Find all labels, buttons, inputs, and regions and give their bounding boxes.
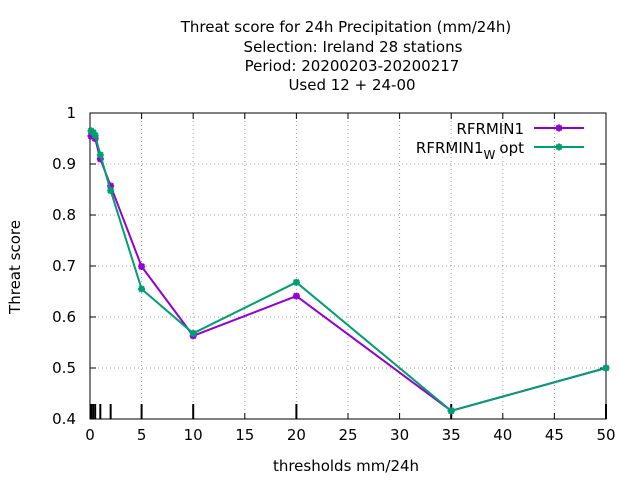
legend-label-2-suffix: opt	[499, 139, 524, 157]
data-point	[138, 285, 146, 293]
x-tick-label: 50	[596, 426, 615, 444]
x-tick-label: 30	[390, 426, 409, 444]
series-line-2	[90, 130, 607, 412]
y-tick-label: 0.9	[52, 155, 76, 173]
y-tick-label: 0.5	[52, 359, 76, 377]
y-tick-label: 1	[66, 104, 76, 122]
x-tick-label: 20	[287, 426, 306, 444]
x-tick-label: 5	[137, 426, 147, 444]
threshold-marks	[90, 404, 607, 419]
x-tick-label: 35	[442, 426, 461, 444]
x-tick-label: 40	[493, 426, 512, 444]
legend-entry-2: RFRMIN1W opt	[416, 139, 584, 162]
data-point	[447, 407, 455, 415]
data-point	[96, 155, 104, 163]
x-tick-label: 25	[338, 426, 357, 444]
series-2	[87, 127, 610, 415]
y-tick-label: 0.4	[52, 410, 76, 428]
data-point	[91, 131, 99, 139]
title-line-4: Used 12 + 24-00	[288, 76, 415, 94]
data-point	[292, 292, 300, 300]
title-line-1: Threat score for 24h Precipitation (mm/2…	[180, 18, 512, 36]
title-line-2: Selection: Ireland 28 stations	[244, 38, 463, 56]
x-axis-tick-labels: 0 5 10 15 20 25 30 35 40 45 50	[85, 426, 615, 444]
legend-label-2-subscript: W	[484, 148, 496, 162]
data-point	[96, 151, 104, 159]
legend-label-2: RFRMIN1W opt	[416, 139, 524, 162]
title-line-3: Period: 20200203-20200217	[245, 57, 460, 75]
data-point	[292, 278, 300, 286]
data-point	[107, 182, 115, 190]
y-axis-tick-labels: 0.4 0.5 0.6 0.7 0.8 0.9 1	[52, 104, 76, 428]
legend-label-1: RFRMIN1	[456, 120, 524, 138]
x-tick-label: 10	[184, 426, 203, 444]
data-point	[107, 187, 115, 195]
y-tick-label: 0.6	[52, 308, 76, 326]
x-axis-title: thresholds mm/24h	[273, 457, 419, 475]
legend-marker-1	[555, 124, 563, 132]
series-group	[87, 127, 610, 415]
legend-entry-1: RFRMIN1	[456, 120, 584, 138]
chart-title: Threat score for 24h Precipitation (mm/2…	[180, 18, 512, 94]
x-tick-label: 45	[545, 426, 564, 444]
series-1	[87, 131, 610, 415]
data-point	[138, 263, 146, 271]
grid	[90, 113, 606, 419]
plot-frame	[89, 112, 607, 420]
data-point	[189, 329, 197, 337]
legend-label-2-name: RFRMIN1	[416, 139, 484, 157]
data-point	[602, 364, 610, 372]
legend: RFRMIN1 RFRMIN1W opt	[416, 120, 584, 162]
legend-marker-2	[555, 143, 563, 151]
y-tick-label: 0.8	[52, 206, 76, 224]
x-tick-label: 0	[85, 426, 95, 444]
x-tick-label: 15	[235, 426, 254, 444]
y-tick-label: 0.7	[52, 257, 76, 275]
series-line-1	[90, 134, 607, 412]
y-axis-title: Threat score	[6, 220, 24, 315]
